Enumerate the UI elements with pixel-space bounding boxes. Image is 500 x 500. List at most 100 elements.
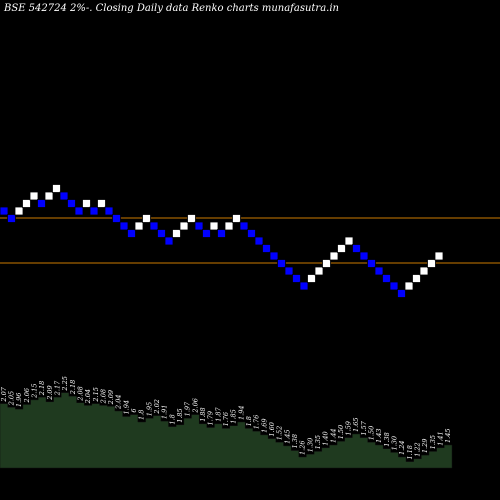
renko-brick-up: [142, 214, 151, 223]
renko-brick-down: [112, 214, 121, 223]
renko-brick-down: [89, 206, 99, 216]
volume-label: 1.45: [444, 429, 452, 443]
renko-brick-down: [37, 199, 46, 208]
renko-brick-down: [104, 206, 114, 216]
volume-label: 1.50: [337, 425, 345, 439]
renko-brick-down: [262, 244, 271, 253]
renko-brick-down: [382, 274, 391, 283]
volume-label: 1.79: [207, 411, 215, 425]
volume-label: 1.76: [222, 412, 230, 426]
renko-brick-down: [277, 259, 286, 268]
volume-label: 1.94: [122, 400, 130, 414]
volume-label: 2.08: [76, 386, 84, 401]
renko-brick-up: [322, 259, 331, 268]
renko-brick-up: [97, 199, 106, 208]
volume-label: 2.15: [31, 383, 39, 398]
renko-brick-down: [284, 266, 294, 276]
renko-brick-up: [344, 236, 354, 246]
renko-brick-down: [239, 221, 249, 231]
renko-brick-up: [44, 191, 54, 201]
renko-brick-down: [149, 221, 159, 231]
volume-label: 2.17: [54, 380, 62, 396]
volume-label: 2.25: [61, 376, 69, 391]
renko-brick-down: [269, 251, 279, 261]
renko-brick-up: [82, 199, 91, 208]
volume-labels: 2.07 2.05 1.96 2.06 2.15 2.18 2.09 2.17 2.25 2.18…: [0, 376, 452, 459]
renko-brick-down: [202, 229, 211, 238]
chart-title: BSE 542724 2%-. Closing Daily data Renko…: [3, 3, 339, 14]
renko-brick-down: [74, 206, 84, 216]
renko-brick-down: [299, 281, 309, 291]
renko-brick-up: [412, 274, 421, 283]
volume-label: 1.94: [237, 406, 245, 420]
volume-label: 1.69: [260, 418, 268, 432]
renko-brick-up: [172, 229, 181, 238]
volume-label: 1.43: [375, 429, 383, 443]
renko-bricks: [0, 184, 444, 298]
volume-label: 1.30: [306, 438, 314, 452]
renko-brick-down: [247, 229, 256, 238]
renko-brick-up: [52, 184, 61, 193]
renko-brick-down: [397, 289, 406, 298]
renko-brick-down: [217, 229, 226, 238]
volume-label: 1.22: [414, 442, 422, 456]
renko-brick-down: [67, 199, 76, 208]
level-lines: [0, 217, 500, 264]
renko-brick-up: [232, 214, 241, 223]
renko-brick-up: [427, 259, 436, 268]
volume-label: 1.29: [421, 439, 429, 453]
volume-label: 1.57: [360, 420, 368, 435]
volume-label: 1.8: [168, 414, 176, 424]
renko-brick-down: [0, 206, 9, 216]
volume-step-area: [0, 392, 453, 469]
renko-brick-up: [179, 221, 189, 231]
volume-label: 1.95: [145, 402, 153, 416]
volume-label: 1.50: [368, 426, 376, 440]
volume-label: 1.97: [184, 401, 192, 416]
volume-label: 1.85: [176, 408, 184, 422]
volume-label: 1.8: [138, 410, 146, 420]
volume-label: 1.44: [329, 429, 337, 443]
renko-brick-down: [352, 244, 361, 253]
volume-label: 1.35: [314, 435, 322, 449]
renko-brick-down: [254, 236, 264, 246]
renko-brick-down: [389, 281, 399, 291]
volume-area: [0, 392, 453, 469]
volume-label: 1.88: [199, 407, 207, 421]
volume-label: 1.18: [406, 445, 414, 459]
volume-label: 2.18: [69, 380, 77, 395]
renko-brick-up: [187, 214, 196, 223]
volume-label: 1.85: [230, 409, 238, 423]
renko-brick-down: [59, 191, 69, 201]
volume-label: 2.07: [0, 386, 8, 402]
renko-brick-up: [307, 274, 316, 283]
volume-label: 2.09: [46, 385, 54, 400]
volume-label: 1.76: [253, 415, 261, 429]
volume-label: 2.04: [84, 389, 92, 404]
renko-brick-down: [164, 236, 174, 246]
renko-brick-down: [292, 274, 301, 283]
volume-label: 1.60: [268, 422, 276, 436]
renko-brick-up: [209, 221, 219, 231]
volume-label: 2.09: [107, 390, 115, 405]
volume-label: 6: [130, 408, 138, 412]
volume-label: 1.41: [437, 431, 445, 445]
volume-label: 2.05: [8, 391, 16, 406]
volume-label: 1.38: [383, 432, 391, 446]
renko-brick-up: [14, 206, 24, 216]
volume-label: 1.45: [283, 429, 291, 443]
renko-brick-up: [29, 191, 39, 201]
renko-brick-down: [119, 221, 129, 231]
volume-label: 1.87: [214, 406, 222, 421]
volume-label: 1.40: [322, 431, 330, 445]
volume-label: 2.06: [191, 398, 199, 413]
volume-label: 1.35: [429, 435, 437, 449]
volume-label: 1.96: [15, 393, 23, 407]
volume-label: 1.59: [345, 421, 353, 435]
renko-brick-up: [434, 251, 444, 261]
volume-label: 1.52: [276, 426, 284, 440]
renko-brick-up: [224, 221, 234, 231]
renko-brick-up: [134, 221, 144, 231]
volume-label: 2.08: [99, 389, 107, 404]
renko-brick-up: [314, 266, 324, 276]
